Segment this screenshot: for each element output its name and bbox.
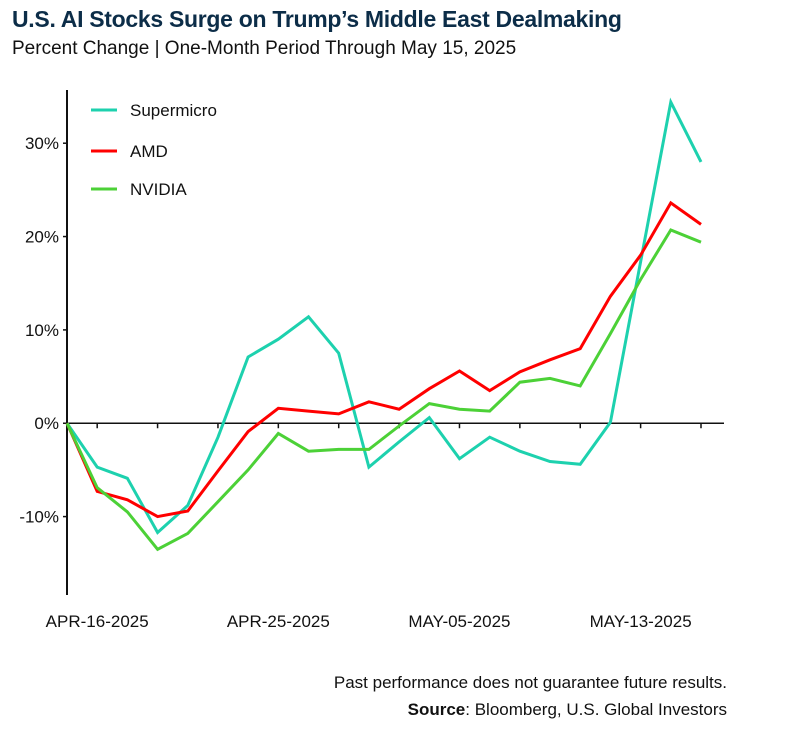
series-supermicro: [65, 97, 703, 535]
y-tick-label: 0%: [34, 414, 59, 433]
series-line-nvidia: [65, 228, 702, 552]
source-text: : Bloomberg, U.S. Global Investors: [465, 700, 727, 719]
chart-subtitle: Percent Change | One-Month Period Throug…: [12, 38, 517, 59]
x-tick-label: MAY-13-2025: [590, 612, 692, 631]
source-label: Source: [407, 700, 466, 719]
series-lines: [65, 97, 703, 552]
legend-label: AMD: [130, 142, 168, 161]
axes: 30% 20% 10% 0% -10% APR-16-2025 APR-25-2025 MAY…: [19, 90, 724, 631]
y-tick-label: 20%: [25, 228, 59, 247]
source-note: Source: Bloomberg, U.S. Global Investors: [408, 700, 727, 720]
legend-item-nvidia: NVIDIA: [91, 180, 187, 199]
y-tick-label: 10%: [25, 321, 59, 340]
series-line-amd: [65, 200, 702, 519]
x-tick-label: APR-25-2025: [227, 612, 330, 631]
chart-title: U.S. AI Stocks Surge on Trump’s Middle E…: [12, 6, 622, 32]
series-line-supermicro: [65, 97, 703, 535]
y-tick-label: -10%: [19, 508, 59, 527]
y-tick-label: 30%: [25, 134, 59, 153]
legend-item-supermicro: Supermicro: [91, 101, 217, 120]
disclaimer: Past performance does not guarantee futu…: [333, 673, 727, 692]
x-tick-label: MAY-05-2025: [408, 612, 510, 631]
x-tick-label: APR-16-2025: [46, 612, 149, 631]
legend-label: Supermicro: [130, 101, 217, 120]
legend-label: NVIDIA: [130, 180, 187, 199]
series-nvidia: [65, 228, 702, 552]
legend: Supermicro AMD NVIDIA: [91, 101, 217, 199]
series-amd: [65, 200, 702, 519]
legend-item-amd: AMD: [91, 142, 168, 161]
